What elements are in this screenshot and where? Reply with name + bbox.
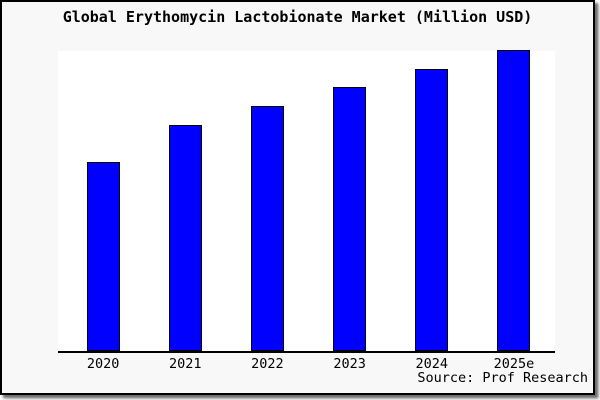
bar-slot <box>309 87 391 351</box>
bar-2025e <box>497 50 531 351</box>
chart-frame: Global Erythomycin Lactobionate Market (… <box>0 0 595 395</box>
x-axis-labels: 2020 2021 2022 2023 2024 2025e <box>58 356 555 372</box>
bar-2021 <box>168 125 202 351</box>
bar-2022 <box>250 106 284 351</box>
chart-title: Global Erythomycin Lactobionate Market (… <box>62 8 533 26</box>
bar-2024 <box>415 69 449 351</box>
source-note: Source: Prof Research <box>417 370 588 386</box>
x-tick-label-2022: 2022 <box>251 356 284 372</box>
bar-2023 <box>333 87 367 351</box>
x-tick-label-2025e: 2025e <box>493 356 535 372</box>
plot-area <box>58 50 555 353</box>
bar-slot <box>62 162 144 351</box>
x-tick-label-2021: 2021 <box>169 356 202 372</box>
x-tick-label-2024: 2024 <box>415 356 449 372</box>
bar-slot <box>226 106 308 351</box>
bar-slot <box>473 50 555 351</box>
x-tick-label-2020: 2020 <box>86 356 120 372</box>
bar-2020 <box>86 162 120 351</box>
x-tick-label-2023: 2023 <box>333 356 366 372</box>
bar-slot <box>391 69 473 351</box>
bar-slot <box>144 125 226 351</box>
